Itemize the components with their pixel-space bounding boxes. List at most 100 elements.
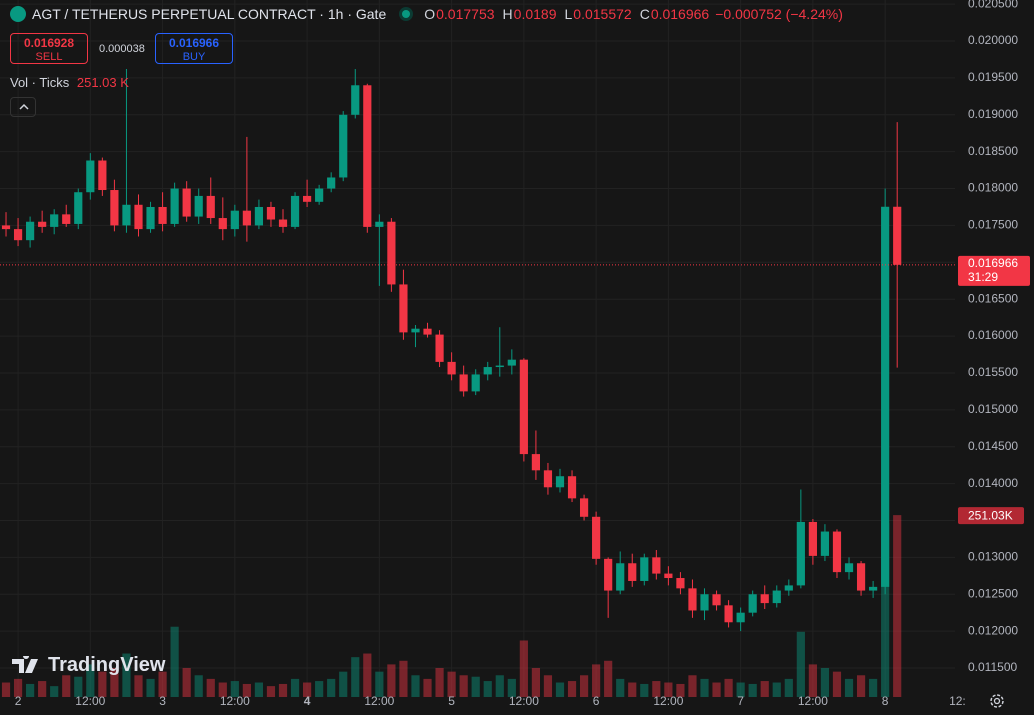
candle-body <box>435 334 444 362</box>
volume-bar <box>748 683 757 697</box>
candle-body <box>327 177 336 189</box>
volume-bar <box>122 653 131 697</box>
volume-bar <box>471 676 480 697</box>
sell-price: 0.016928 <box>23 36 75 50</box>
volume-bar <box>302 682 312 697</box>
candle-body <box>495 365 504 368</box>
h-label: H <box>502 6 513 22</box>
volume-bar <box>628 682 637 697</box>
candle-body <box>640 557 649 581</box>
volume-bar <box>339 671 348 697</box>
volume-bar <box>688 675 697 697</box>
candle-body <box>820 531 830 556</box>
candle-body <box>531 454 541 471</box>
volume-bar <box>483 681 492 697</box>
settings-button[interactable] <box>988 692 1006 710</box>
candle-body <box>387 221 396 285</box>
x-tick-label: 12: <box>949 694 966 708</box>
x-tick-label: 8 <box>882 694 889 708</box>
gear-icon <box>990 694 1004 708</box>
l-label: L <box>564 6 573 22</box>
candle-body <box>363 85 372 227</box>
candle-body <box>170 188 179 224</box>
volume-bar <box>26 683 35 697</box>
volume-label: Vol · Ticks <box>10 75 70 90</box>
volume-bar <box>387 664 396 697</box>
change: −0.000752 (−4.24%) <box>715 6 843 22</box>
volume-bar <box>254 682 264 697</box>
volume-bar <box>760 681 769 697</box>
countdown-label: 31:29 <box>968 270 998 284</box>
x-tick-label: 12:00 <box>653 694 683 708</box>
volume-bar <box>182 668 191 697</box>
y-tick-label: 0.017500 <box>968 218 1018 232</box>
volume-bar <box>616 678 625 697</box>
candle-body <box>146 206 155 230</box>
candle-body <box>13 229 23 241</box>
c-label: C <box>639 6 650 22</box>
candle-body <box>98 160 107 191</box>
sell-button[interactable]: 0.016928 SELL <box>10 33 88 64</box>
candle-body <box>519 359 528 455</box>
candle-body <box>760 594 769 604</box>
candle-body <box>254 206 264 226</box>
volume-bar <box>893 515 902 697</box>
volume-bar <box>230 681 239 697</box>
candle-body <box>748 594 757 613</box>
y-tick-label: 0.015500 <box>968 365 1018 379</box>
volume-bar <box>676 683 685 697</box>
volume-bar <box>315 681 324 697</box>
volume-bar <box>820 668 830 697</box>
volume-bar <box>194 675 203 697</box>
volume-bar <box>399 660 408 697</box>
volume-bar <box>50 686 59 697</box>
candle-body <box>796 521 805 586</box>
volume-bar <box>856 675 866 697</box>
watermark-text: TradingView <box>48 654 166 676</box>
collapse-button[interactable] <box>10 97 36 117</box>
volume-bar <box>507 678 516 697</box>
y-tick-label: 0.016000 <box>968 328 1018 342</box>
sell-label: SELL <box>35 51 63 63</box>
volume-bar <box>459 675 468 697</box>
volume-tag-label: 251.03K <box>968 508 1013 522</box>
candle-body <box>194 195 203 217</box>
volume-bar <box>13 678 23 697</box>
volume-bar <box>218 682 227 697</box>
candle-body <box>447 361 456 375</box>
y-tick-label: 0.016500 <box>968 291 1018 305</box>
candle-body <box>856 563 866 591</box>
candle-body <box>471 374 480 392</box>
volume-bar <box>290 678 300 697</box>
x-tick-label: 12:00 <box>75 694 105 708</box>
candle-body <box>893 206 902 265</box>
volume-bar <box>736 682 745 697</box>
candle-body <box>375 221 384 227</box>
o-label: O <box>424 6 436 22</box>
volume-bar <box>640 683 649 697</box>
candle-body <box>339 114 348 178</box>
y-tick-label: 0.015000 <box>968 402 1018 416</box>
candle-body <box>784 585 793 591</box>
candle-body <box>869 586 878 591</box>
o-value: 0.017753 <box>436 6 495 22</box>
x-tick-label: 4 <box>304 694 311 708</box>
volume-bar <box>844 678 854 697</box>
volume-bar <box>98 671 107 697</box>
candle-body <box>38 221 47 227</box>
volume-bar <box>700 678 709 697</box>
volume-bar <box>543 675 553 697</box>
candle-body <box>134 204 143 230</box>
candle-body <box>230 210 239 230</box>
y-tick-label: 0.018000 <box>968 181 1018 195</box>
time-axis-background <box>0 697 955 715</box>
x-tick-label: 3 <box>159 694 166 708</box>
volume-bar <box>579 675 589 697</box>
candle-body <box>423 328 432 335</box>
volume-bar <box>170 626 179 697</box>
h-value: 0.0189 <box>513 6 557 22</box>
symbol-title[interactable]: AGT / TETHERUS PERPETUAL CONTRACT · 1h ·… <box>32 6 387 22</box>
volume-bar <box>652 681 661 697</box>
buy-button[interactable]: 0.016966 BUY <box>155 33 233 64</box>
